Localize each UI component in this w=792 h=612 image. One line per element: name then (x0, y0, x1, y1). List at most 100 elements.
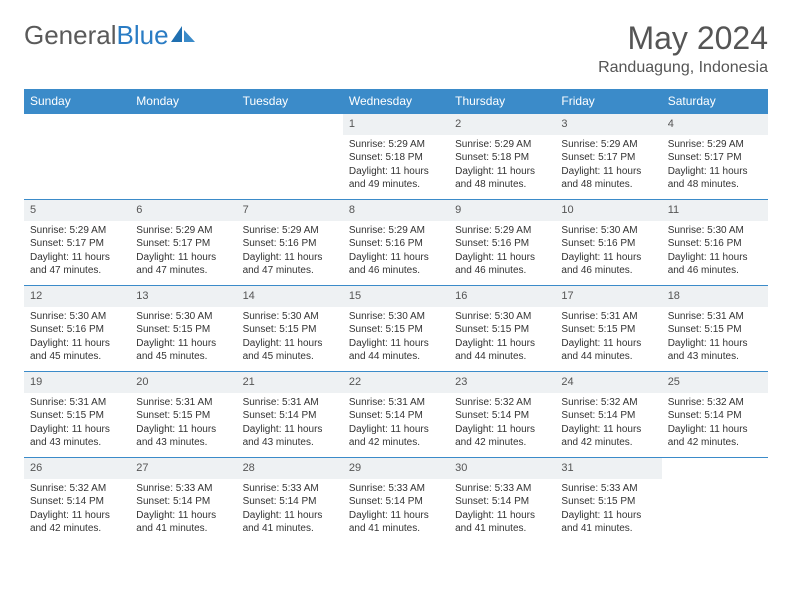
sunset-line: Sunset: 5:16 PM (349, 237, 443, 251)
sunrise-value: 5:29 AM (495, 139, 532, 150)
daylight-label: Daylight: (561, 338, 600, 349)
calendar-cell: 2Sunrise: 5:29 AMSunset: 5:18 PMDaylight… (449, 114, 555, 200)
sunrise-line: Sunrise: 5:32 AM (455, 396, 549, 410)
daylight-label: Daylight: (243, 424, 282, 435)
sunrise-value: 5:32 AM (601, 397, 638, 408)
sunset-line: Sunset: 5:16 PM (561, 237, 655, 251)
day-number: 10 (555, 200, 661, 221)
daylight-line: Daylight: 11 hours and 43 minutes. (243, 423, 337, 450)
day-number: 23 (449, 372, 555, 393)
sunset-label: Sunset: (243, 238, 277, 249)
calendar-cell: .. (662, 458, 768, 544)
sunset-value: 5:15 PM (67, 410, 104, 421)
sunset-value: 5:16 PM (67, 324, 104, 335)
daylight-label: Daylight: (455, 424, 494, 435)
location-label: Randuagung, Indonesia (598, 59, 768, 77)
sunrise-label: Sunrise: (668, 225, 705, 236)
sunrise-value: 5:30 AM (707, 225, 744, 236)
sunset-line: Sunset: 5:15 PM (668, 323, 762, 337)
day-number: 16 (449, 286, 555, 307)
calendar-cell: 26Sunrise: 5:32 AMSunset: 5:14 PMDayligh… (24, 458, 130, 544)
sunset-value: 5:14 PM (704, 410, 741, 421)
calendar-cell: 4Sunrise: 5:29 AMSunset: 5:17 PMDaylight… (662, 114, 768, 200)
sunset-line: Sunset: 5:15 PM (243, 323, 337, 337)
day-number: 2 (449, 114, 555, 135)
daylight-label: Daylight: (668, 338, 707, 349)
calendar-cell: .. (24, 114, 130, 200)
sunrise-label: Sunrise: (243, 311, 280, 322)
sunset-line: Sunset: 5:14 PM (30, 495, 124, 509)
daylight-line: Daylight: 11 hours and 47 minutes. (136, 251, 230, 278)
daylight-label: Daylight: (561, 166, 600, 177)
day-details: Sunrise: 5:30 AMSunset: 5:15 PMDaylight:… (130, 307, 236, 368)
sunrise-value: 5:32 AM (495, 397, 532, 408)
day-number: 17 (555, 286, 661, 307)
calendar-cell: 1Sunrise: 5:29 AMSunset: 5:18 PMDaylight… (343, 114, 449, 200)
calendar-cell: 11Sunrise: 5:30 AMSunset: 5:16 PMDayligh… (662, 200, 768, 286)
sunset-value: 5:16 PM (598, 238, 635, 249)
daylight-line: Daylight: 11 hours and 45 minutes. (136, 337, 230, 364)
sunrise-line: Sunrise: 5:33 AM (136, 482, 230, 496)
sunrise-label: Sunrise: (668, 397, 705, 408)
calendar-cell: .. (237, 114, 343, 200)
daylight-label: Daylight: (561, 510, 600, 521)
daylight-line: Daylight: 11 hours and 45 minutes. (243, 337, 337, 364)
sunrise-line: Sunrise: 5:29 AM (455, 138, 549, 152)
sunset-line: Sunset: 5:14 PM (349, 409, 443, 423)
daylight-label: Daylight: (668, 252, 707, 263)
sunrise-label: Sunrise: (561, 397, 598, 408)
sunrise-label: Sunrise: (136, 483, 173, 494)
logo-text-1: General (24, 20, 117, 51)
sunset-value: 5:15 PM (598, 496, 635, 507)
sunset-line: Sunset: 5:14 PM (455, 495, 549, 509)
sunset-label: Sunset: (30, 410, 64, 421)
day-details: Sunrise: 5:32 AMSunset: 5:14 PMDaylight:… (555, 393, 661, 454)
calendar-cell: 29Sunrise: 5:33 AMSunset: 5:14 PMDayligh… (343, 458, 449, 544)
sunrise-label: Sunrise: (136, 225, 173, 236)
sunset-value: 5:16 PM (492, 238, 529, 249)
sunset-label: Sunset: (668, 410, 702, 421)
daylight-label: Daylight: (243, 338, 282, 349)
sunset-value: 5:15 PM (386, 324, 423, 335)
sunrise-value: 5:31 AM (282, 397, 319, 408)
sunset-line: Sunset: 5:17 PM (136, 237, 230, 251)
sunset-label: Sunset: (30, 238, 64, 249)
day-number: 26 (24, 458, 130, 479)
sunrise-label: Sunrise: (349, 311, 386, 322)
sunset-label: Sunset: (455, 324, 489, 335)
sunrise-value: 5:31 AM (69, 397, 106, 408)
day-details: Sunrise: 5:31 AMSunset: 5:15 PMDaylight:… (555, 307, 661, 368)
sunrise-line: Sunrise: 5:30 AM (243, 310, 337, 324)
sunset-label: Sunset: (455, 410, 489, 421)
daylight-line: Daylight: 11 hours and 43 minutes. (668, 337, 762, 364)
sunset-value: 5:14 PM (598, 410, 635, 421)
day-number: 20 (130, 372, 236, 393)
sunrise-line: Sunrise: 5:29 AM (455, 224, 549, 238)
sunset-line: Sunset: 5:16 PM (455, 237, 549, 251)
day-details: Sunrise: 5:31 AMSunset: 5:14 PMDaylight:… (237, 393, 343, 454)
day-details: Sunrise: 5:30 AMSunset: 5:16 PMDaylight:… (555, 221, 661, 282)
day-details: Sunrise: 5:29 AMSunset: 5:17 PMDaylight:… (24, 221, 130, 282)
sunrise-line: Sunrise: 5:31 AM (668, 310, 762, 324)
sunrise-value: 5:33 AM (495, 483, 532, 494)
sunset-line: Sunset: 5:14 PM (561, 409, 655, 423)
daylight-label: Daylight: (30, 252, 69, 263)
sunset-value: 5:16 PM (386, 238, 423, 249)
calendar-cell: 14Sunrise: 5:30 AMSunset: 5:15 PMDayligh… (237, 286, 343, 372)
sunset-label: Sunset: (243, 410, 277, 421)
daylight-line: Daylight: 11 hours and 43 minutes. (30, 423, 124, 450)
sunset-line: Sunset: 5:15 PM (136, 409, 230, 423)
sunrise-label: Sunrise: (455, 139, 492, 150)
calendar-cell: 21Sunrise: 5:31 AMSunset: 5:14 PMDayligh… (237, 372, 343, 458)
sunset-line: Sunset: 5:14 PM (243, 409, 337, 423)
day-number: 13 (130, 286, 236, 307)
sunset-value: 5:14 PM (67, 496, 104, 507)
sunset-label: Sunset: (136, 324, 170, 335)
sunset-value: 5:17 PM (704, 152, 741, 163)
weekday-header: Wednesday (343, 89, 449, 114)
daylight-label: Daylight: (243, 510, 282, 521)
day-number: 18 (662, 286, 768, 307)
calendar-cell: 13Sunrise: 5:30 AMSunset: 5:15 PMDayligh… (130, 286, 236, 372)
weekday-header-row: SundayMondayTuesdayWednesdayThursdayFrid… (24, 89, 768, 114)
sunrise-line: Sunrise: 5:29 AM (243, 224, 337, 238)
